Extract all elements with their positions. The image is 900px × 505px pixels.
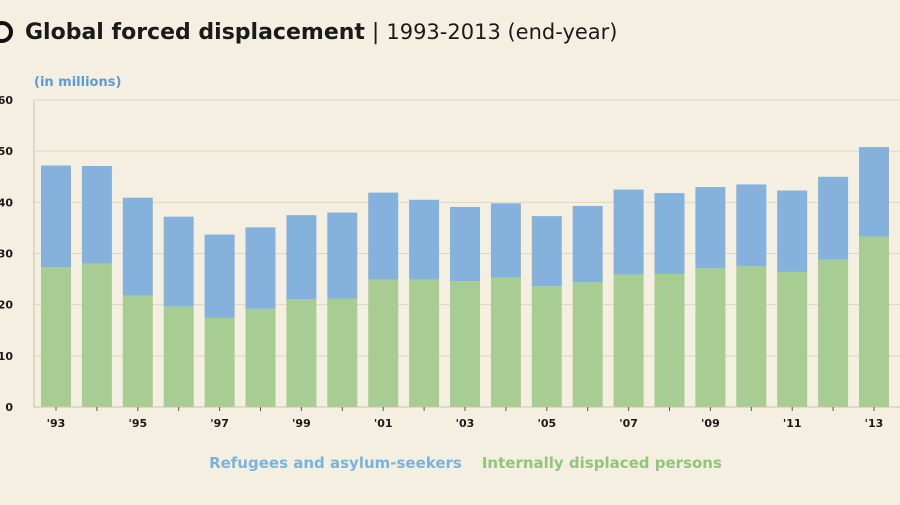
bar-idp-2000 [327, 298, 358, 407]
bar-refugees-1999 [286, 215, 317, 300]
bar-idp-2012 [818, 259, 849, 407]
circle-icon [0, 21, 13, 43]
bar-refugees-2003 [450, 206, 480, 282]
bar-idp-2003 [450, 281, 480, 407]
chart-title-subtitle: 1993-2013 (end-year) [386, 20, 618, 44]
bar-refugees-2008 [654, 193, 685, 274]
bar-idp-1995 [122, 295, 153, 407]
x-tick-label: '11 [783, 417, 802, 430]
x-tick-label: '03 [456, 417, 475, 430]
bar-idp-1993 [41, 267, 71, 407]
bar-refugees-2010 [736, 184, 767, 267]
bar-idp-1997 [204, 317, 235, 407]
x-tick-label: '01 [374, 417, 393, 430]
bar-idp-1994 [81, 263, 112, 407]
bar-idp-2009 [695, 268, 726, 407]
bar-idp-2010 [736, 266, 767, 407]
bar-refugees-1994 [81, 166, 112, 264]
bar-idp-2004 [490, 277, 521, 407]
y-tick-label: 60 [0, 94, 13, 107]
bar-refugees-2005 [531, 216, 562, 287]
x-tick-label: '05 [537, 417, 556, 430]
bar-refugees-1996 [163, 216, 194, 307]
chart-title-main: Global forced displacement [25, 19, 365, 45]
unit-label: (in millions) [34, 75, 121, 90]
bar-idp-2001 [368, 279, 399, 407]
bar-idp-1999 [286, 299, 317, 407]
x-tick-label: '97 [210, 417, 229, 430]
chart-title: Global forced displacement | 1993-2013 (… [0, 16, 618, 48]
bar-idp-2007 [613, 274, 644, 407]
bar-idp-2005 [531, 286, 562, 407]
bar-refugees-1995 [122, 197, 153, 296]
y-tick-label: 0 [5, 401, 13, 414]
bar-refugees-2006 [572, 205, 603, 283]
legend-item-refugees: Refugees and asylum-seekers [209, 454, 462, 472]
bar-idp-2013 [859, 236, 889, 407]
bar-refugees-1997 [204, 234, 235, 318]
bar-idp-2011 [777, 271, 808, 407]
y-tick-label: 40 [0, 196, 13, 209]
bar-idp-1996 [163, 306, 194, 407]
y-tick-label: 30 [0, 248, 13, 261]
bar-refugees-2000 [327, 212, 358, 299]
bar-refugees-2001 [368, 192, 399, 280]
bar-refugees-2012 [818, 176, 849, 260]
x-tick-label: '09 [701, 417, 720, 430]
chart-legend: Refugees and asylum-seekers Internally d… [0, 454, 900, 472]
bar-idp-2008 [654, 273, 685, 407]
bar-refugees-1998 [245, 227, 276, 309]
y-tick-label: 10 [0, 350, 13, 363]
x-tick-label: '93 [47, 417, 66, 430]
bar-refugees-1993 [41, 165, 71, 268]
bar-refugees-2002 [409, 199, 440, 280]
bar-idp-1998 [245, 308, 276, 407]
y-tick-label: 20 [0, 299, 13, 312]
bar-refugees-2009 [695, 186, 726, 269]
x-tick-label: '99 [292, 417, 311, 430]
x-tick-label: '95 [128, 417, 147, 430]
chart-title-separator: | [371, 19, 380, 45]
x-tick-label: '13 [865, 417, 884, 430]
y-tick-label: 50 [0, 145, 13, 158]
bar-refugees-2011 [777, 190, 808, 272]
bar-refugees-2013 [859, 147, 889, 237]
bar-refugees-2004 [490, 203, 521, 278]
bar-refugees-2007 [613, 189, 644, 275]
bar-idp-2006 [572, 282, 603, 407]
bar-idp-2002 [409, 279, 440, 407]
legend-item-idp: Internally displaced persons [481, 454, 722, 472]
x-tick-label: '07 [619, 417, 638, 430]
